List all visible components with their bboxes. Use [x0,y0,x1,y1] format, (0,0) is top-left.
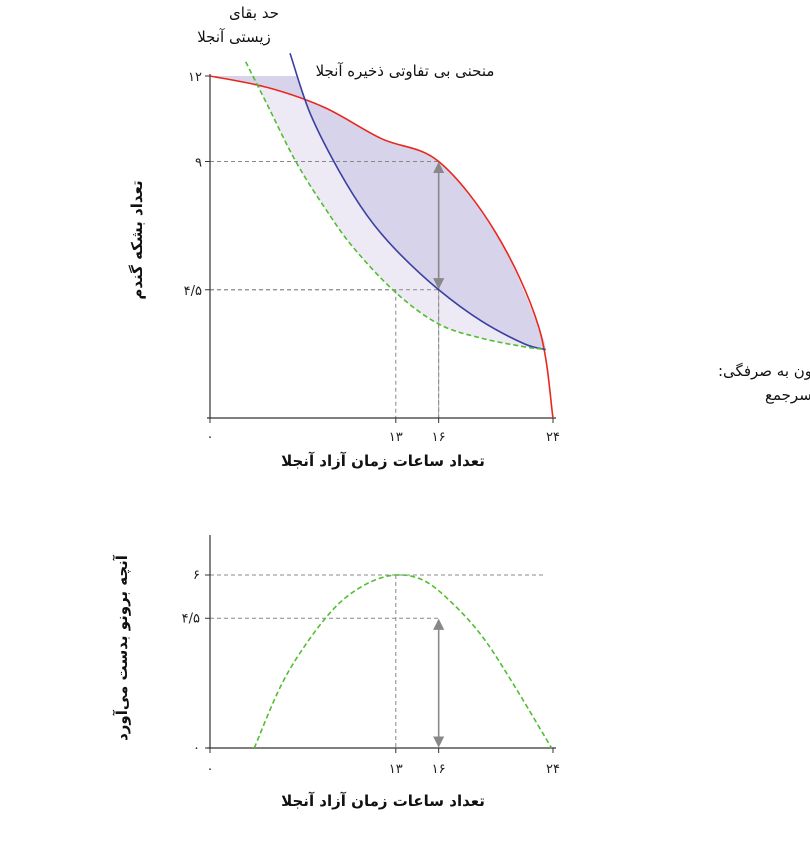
top-y-tick-2: ۱۲ [188,70,202,85]
bottom-y-tick-2: ۶ [193,568,200,583]
indifference-curve [289,52,547,351]
top-axes [207,74,556,419]
top-chart: ۰ ۱۳ ۱۶ ۲۴ ۴/۵ ۹ ۱۲ تعداد ساعات زمان آزاد آنجل… [128,4,810,470]
frontier-indifference-region [210,76,546,350]
bottom-x-tick-1: ۱۳ [389,762,403,777]
top-series [209,52,554,419]
top-y-tick-1: ۹ [195,156,202,171]
top-tick-labels: ۰ ۱۳ ۱۶ ۲۴ ۴/۵ ۹ ۱۲ [184,70,560,445]
bottom-y-tick-1: ۴/۵ [182,611,200,626]
top-y-axis-label: تعداد بشکه گندم [128,180,146,299]
bottom-tick-labels: ۰ ۱۳ ۱۶ ۲۴ ۰ ۴/۵ ۶ [182,568,560,777]
top-x-tick-3: ۲۴ [546,430,560,445]
indifference-label: منحنی بی تفاوتی ذخیره آنجلا [316,62,495,80]
bottom-chart: ۰ ۱۳ ۱۶ ۲۴ ۰ ۴/۵ ۶ تعداد ساعات زمان آزاد آنجلا… [113,535,560,810]
bottom-y-tick-0: ۰ [193,741,200,756]
top-x-tick-2: ۱۶ [432,430,446,445]
top-y-tick-0: ۴/۵ [184,284,202,299]
bottom-x-tick-2: ۱۶ [432,762,446,777]
survival-label-line-1: حد بقای [229,4,279,22]
top-x-tick-1: ۱۳ [389,430,403,445]
survival-label-line-2: زیستی آنجلا [197,28,271,46]
bottom-x-tick-0: ۰ [207,762,214,777]
bottom-x-axis-label: تعداد ساعات زمان آزاد آنجلا [281,792,485,810]
frontier-curve [209,75,554,419]
bottom-series [253,574,553,749]
bottom-y-axis-label: آنچه برونو بدست می‌آورد [113,554,132,741]
frontier-label-line-1: مرز مقرون به صرفگی: [718,362,810,380]
bottom-x-tick-3: ۲۴ [546,762,560,777]
top-x-axis-label: تعداد ساعات زمان آزاد آنجلا [281,452,485,470]
top-x-tick-0: ۰ [207,430,214,445]
bruno-payoff-curve [253,574,553,749]
bottom-axes [207,535,556,749]
bottom-guide-lines [210,574,545,748]
frontier-label-line-2: آنجلا و برونو بصورت سرجمع [765,386,810,404]
